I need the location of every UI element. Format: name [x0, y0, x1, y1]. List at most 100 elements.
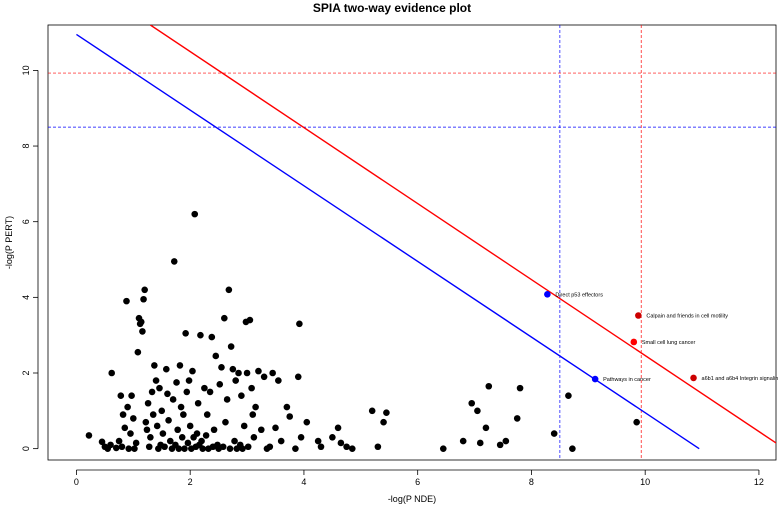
- data-point: [246, 316, 254, 324]
- data-point: [107, 441, 114, 449]
- data-point: [368, 407, 376, 415]
- data-point: [166, 437, 174, 445]
- highlighted-point: [635, 312, 642, 319]
- data-point: [145, 443, 153, 451]
- data-point: [173, 379, 180, 386]
- highlighted-point: [690, 374, 697, 382]
- highlighted-points: Direct p53 effectors Pathways in cancer Ca…: [544, 291, 778, 383]
- data-point: [128, 392, 135, 399]
- x-tick-label: 4: [301, 477, 306, 487]
- x-axis-label: -log(P NDE): [388, 494, 436, 504]
- data-point: [283, 403, 291, 411]
- data-point: [139, 328, 146, 335]
- data-point: [296, 320, 303, 328]
- data-point: [165, 416, 172, 424]
- data-point: [314, 437, 322, 445]
- data-point: [181, 445, 188, 452]
- data-point: [153, 422, 161, 430]
- data-point: [183, 388, 191, 396]
- data-point: [169, 396, 177, 403]
- data-point: [468, 399, 476, 407]
- data-point: [119, 411, 127, 418]
- data-point: [232, 377, 239, 384]
- data-point: [260, 373, 268, 381]
- data-point: [243, 369, 251, 377]
- data-point: [343, 443, 350, 451]
- x-tick-label: 8: [529, 477, 534, 487]
- data-point: [112, 444, 120, 452]
- data-point: [565, 392, 572, 399]
- data-point: [159, 430, 167, 437]
- data-point: [131, 445, 138, 452]
- data-point: [249, 411, 257, 418]
- plot-frame: [47, 24, 777, 461]
- point-label: Direct p53 effectors: [555, 292, 603, 298]
- data-point: [124, 403, 131, 411]
- data-point: [85, 432, 93, 439]
- data-point: [191, 210, 199, 218]
- data-point: [226, 445, 234, 452]
- data-point: [127, 430, 134, 437]
- data-point: [123, 297, 130, 305]
- data-point: [225, 286, 233, 294]
- data-point: [108, 369, 115, 377]
- data-point: [569, 445, 576, 452]
- data-point: [156, 384, 163, 392]
- data-point: [250, 434, 258, 441]
- data-point: [269, 369, 276, 377]
- data-points: [85, 210, 640, 452]
- data-point: [177, 403, 185, 411]
- x-tick-label: 2: [188, 477, 193, 487]
- axes: 0 2 4 6 8 10 12 0 2 4 6 8 10: [21, 65, 764, 487]
- data-point: [178, 434, 186, 441]
- data-point: [219, 443, 227, 451]
- highlighted-point: [544, 291, 551, 298]
- x-tick-label: 12: [754, 477, 764, 487]
- chart-title: SPIA two-way evidence plot: [313, 1, 471, 15]
- data-point: [144, 399, 152, 407]
- data-point: [148, 388, 156, 396]
- data-point: [222, 418, 229, 426]
- data-point: [294, 373, 302, 381]
- data-point: [164, 390, 171, 398]
- data-point: [152, 377, 160, 384]
- data-point: [383, 409, 390, 417]
- data-point: [184, 439, 192, 447]
- data-point: [297, 434, 305, 441]
- data-point: [248, 384, 255, 392]
- highlighted-point: [591, 375, 599, 383]
- data-point: [348, 445, 356, 452]
- blue-diagonal-line: [76, 33, 700, 450]
- data-point: [216, 381, 224, 388]
- x-tick-label: 6: [415, 477, 420, 487]
- data-point: [203, 411, 211, 418]
- point-label: Calpain and friends in cell motility: [646, 314, 728, 320]
- data-point: [198, 437, 205, 445]
- data-point: [513, 415, 521, 422]
- data-point: [255, 367, 262, 375]
- data-point: [633, 418, 640, 426]
- data-point: [485, 382, 493, 390]
- data-point: [163, 365, 170, 373]
- data-point: [176, 362, 184, 369]
- data-point: [130, 415, 137, 422]
- data-point: [118, 443, 126, 451]
- data-point: [459, 437, 467, 445]
- data-point: [221, 314, 228, 322]
- data-point: [117, 392, 125, 399]
- data-point: [231, 437, 238, 445]
- data-point: [149, 411, 157, 418]
- data-point: [199, 445, 206, 452]
- data-point: [197, 331, 204, 339]
- data-point: [121, 424, 129, 432]
- y-tick-label: 0: [21, 446, 31, 451]
- data-point: [125, 445, 133, 452]
- data-point: [208, 333, 216, 341]
- data-point: [201, 384, 208, 392]
- data-point: [206, 388, 214, 396]
- data-point: [186, 422, 194, 430]
- data-point: [439, 445, 447, 452]
- data-point: [277, 437, 285, 445]
- data-point: [317, 443, 325, 451]
